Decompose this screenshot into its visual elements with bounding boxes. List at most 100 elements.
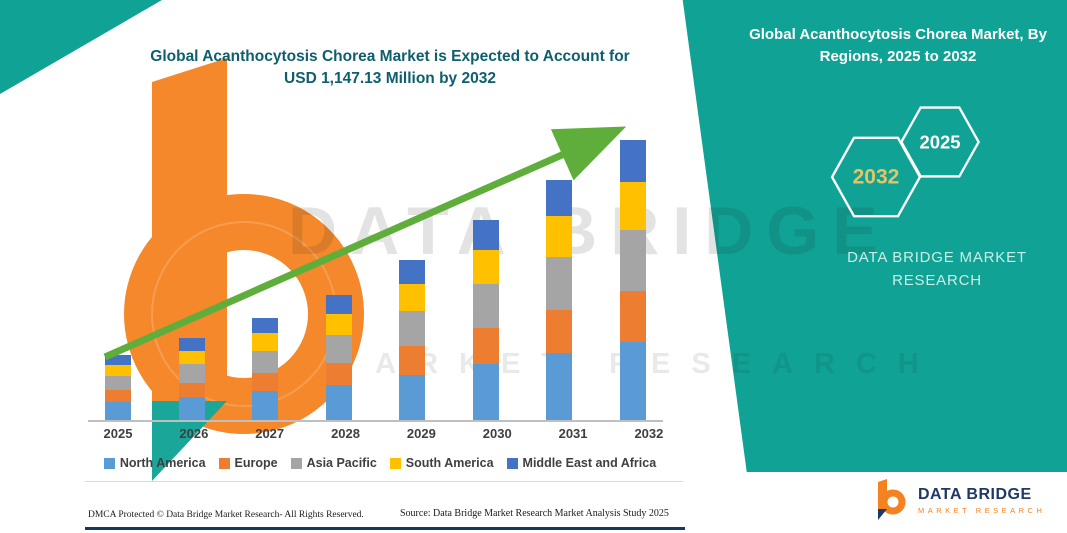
bar-segment (546, 216, 573, 258)
bar-segment (619, 182, 646, 230)
bar-column-2029 (390, 259, 434, 420)
page-title-line2: USD 1,147.13 Million by 2032 (284, 70, 496, 88)
bar-segment (325, 295, 352, 314)
hexagon-2025: 2025 (898, 104, 982, 180)
hexagon-2032: 2032 (828, 134, 924, 220)
bar-segment (325, 335, 352, 363)
bar-stack-2029 (399, 259, 426, 420)
bar-stack-2027 (252, 317, 279, 420)
teal-side-panel (682, 0, 1067, 472)
legend-swatch (290, 457, 302, 469)
legend-swatch (103, 457, 115, 469)
bar-segment (105, 355, 131, 365)
legend-label: Asia Pacific (306, 456, 377, 470)
bar-segment (325, 313, 352, 336)
bar-segment (546, 180, 573, 217)
bar-segment (472, 250, 499, 285)
legend-item: Europe (218, 456, 278, 470)
footer-dmca-text: DMCA Protected © Data Bridge Market Rese… (88, 510, 364, 520)
bar-segment (178, 350, 205, 365)
brand-text: DATA BRIDGE MARKET RESEARCH (832, 246, 1042, 293)
bar-segment (546, 257, 573, 310)
legend-item: Middle East and Africa (506, 456, 657, 470)
brand-logo-tagline: MARKET RESEARCH (918, 505, 1046, 515)
trend-arrow-icon (103, 126, 627, 361)
x-axis-label: 2030 (482, 426, 512, 441)
legend-swatch (506, 457, 518, 469)
bar-segment (178, 382, 205, 398)
bar-segment (399, 283, 426, 312)
bar-stack-2031 (546, 180, 573, 420)
bar-segment (619, 229, 646, 292)
bar-segment (178, 397, 205, 420)
x-axis-label: 2029 (406, 426, 436, 441)
brand-logo-name: DATA BRIDGE (918, 485, 1032, 503)
legend-swatch (389, 457, 401, 469)
hexagon-outline (830, 136, 922, 218)
x-axis-label: 2032 (634, 426, 664, 441)
bar-segment (252, 350, 279, 374)
x-axis-labels: 2025 2026 2027 2028 2029 2030 2031 2032 (88, 426, 679, 441)
bar-column-2030 (464, 220, 508, 420)
bar-stack-2025 (105, 355, 131, 420)
bar-stack-2028 (325, 295, 352, 420)
plot-area (88, 140, 663, 422)
bar-segment (399, 311, 426, 347)
legend-item: South America (389, 456, 494, 470)
bar-segment (546, 309, 573, 353)
bar-column-2027 (243, 317, 287, 420)
bar-segment (472, 328, 499, 365)
x-axis-label: 2031 (558, 426, 588, 441)
footer-divider (85, 481, 683, 482)
hexagon-2032-label: 2032 (853, 166, 900, 189)
legend: North America Europe Asia Pacific South Ame… (60, 456, 700, 470)
bar-segment (105, 364, 131, 376)
bar-stack-2032 (619, 140, 646, 420)
bar-segment (105, 390, 131, 402)
hexagon-outline (900, 106, 980, 178)
brand-text-line2: RESEARCH (892, 272, 982, 290)
bar-segment (325, 362, 352, 386)
bar-segment (472, 220, 499, 251)
legend-item: North America (103, 456, 206, 470)
brand-text-line1: DATA BRIDGE MARKET (847, 249, 1027, 266)
bar-segment (399, 346, 426, 376)
bar-stack-2030 (472, 220, 499, 420)
bar-segment (472, 284, 499, 329)
bar-segment (252, 333, 279, 351)
x-axis-label: 2026 (179, 426, 209, 441)
footer-source-text: Source: Data Bridge Market Research Mark… (400, 508, 669, 519)
legend-label: Middle East and Africa (522, 456, 657, 470)
right-panel-heading: Global Acanthocytosis Chorea Market, By … (749, 26, 1047, 65)
bars-row (88, 140, 663, 420)
page-title-line1: Global Acanthocytosis Chorea Market is E… (150, 48, 630, 65)
bar-segment (619, 291, 646, 342)
x-axis-label: 2027 (255, 426, 285, 441)
bar-segment (546, 352, 573, 420)
bar-segment (252, 391, 279, 420)
page-title: Global Acanthocytosis Chorea Market is E… (110, 46, 670, 91)
data-bridge-logo-icon (878, 479, 906, 520)
bar-segment (252, 373, 279, 392)
legend-swatch (218, 457, 230, 469)
bar-segment (178, 338, 205, 351)
bar-column-2031 (537, 180, 581, 420)
x-axis-label: 2028 (331, 426, 360, 441)
bar-column-2025 (96, 355, 140, 420)
bar-column-2026 (170, 338, 214, 420)
bar-segment (252, 317, 279, 334)
bar-segment (619, 341, 646, 420)
legend-label: Europe (234, 456, 278, 470)
bar-segment (472, 364, 499, 420)
bar-segment (178, 364, 205, 383)
bar-stack-2026 (178, 338, 205, 420)
x-axis-label: 2025 (103, 426, 133, 441)
legend-label: North America (119, 456, 206, 470)
brand-logo: DATA BRIDGE MARKET RESEARCH (872, 478, 1045, 522)
legend-label: South America (405, 456, 494, 470)
bar-segment (105, 375, 131, 391)
bar-segment (399, 259, 426, 284)
legend-item: Asia Pacific (290, 456, 377, 470)
hexagon-2025-label: 2025 (919, 132, 960, 153)
